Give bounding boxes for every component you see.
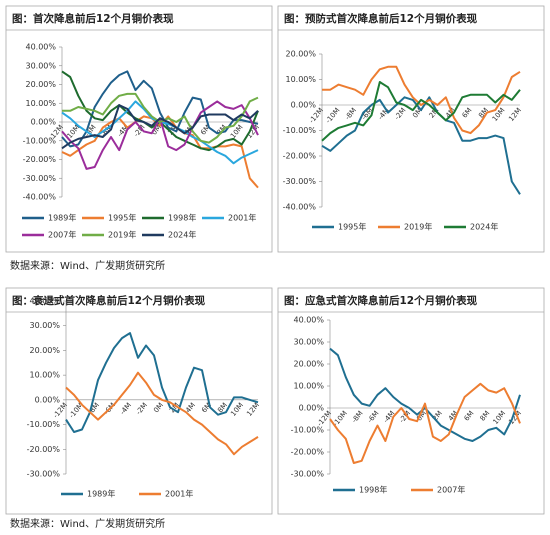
x-tick-label: -4M [377, 106, 392, 121]
chart-title: 图：衰退式首次降息前后12个月铜价表现 [12, 294, 206, 307]
y-tick-label: 30.00% [29, 321, 60, 330]
x-tick-label: -4M [119, 401, 134, 416]
y-tick-label: -20.00% [27, 445, 61, 454]
panel-border [277, 5, 545, 253]
series-line [61, 104, 259, 150]
y-tick-label: 40.00% [25, 43, 56, 52]
x-tick-label: 10M [491, 409, 507, 426]
series-line [329, 382, 521, 464]
y-tick-label: -40.00% [283, 203, 317, 212]
legend-label: 2007年 [48, 230, 76, 240]
x-tick-label: 12M [507, 106, 523, 123]
chart-title: 图：预防式首次降息前后12个月铜价表现 [284, 12, 478, 25]
x-tick-label: 6M [461, 106, 474, 119]
x-tick-label: -10M [324, 106, 341, 125]
series-line [321, 81, 521, 142]
y-tick-label: -10.00% [23, 136, 57, 145]
legend-label: 1995年 [338, 222, 366, 232]
x-tick-label: 0M [152, 401, 165, 414]
source-note: 数据来源：Wind、广发期货研究所 [10, 517, 165, 530]
y-tick-label: 20.00% [285, 50, 316, 59]
x-tick-label: -2M [393, 106, 408, 121]
legend-label: 1995年 [108, 213, 136, 223]
y-tick-label: 30.00% [293, 338, 324, 347]
y-tick-label: -30.00% [23, 174, 57, 183]
y-tick-label: 20.00% [29, 346, 60, 355]
y-tick-label: -30.00% [27, 470, 61, 479]
y-tick-label: 20.00% [25, 80, 56, 89]
x-tick-label: -6M [366, 409, 381, 424]
y-tick-label: -30.00% [291, 470, 325, 479]
series-line [61, 115, 259, 189]
x-tick-label: 6M [199, 123, 212, 136]
legend-label: 2024年 [470, 222, 498, 232]
legend-label: 1989年 [87, 489, 115, 499]
y-tick-label: 10.00% [285, 75, 316, 84]
y-tick-label: -20.00% [291, 448, 325, 457]
legend-label: 1998年 [168, 213, 196, 223]
x-tick-label: 10M [491, 106, 507, 123]
series-line [321, 96, 521, 195]
y-tick-label: 10.00% [25, 99, 56, 108]
panel-border [277, 287, 545, 515]
series-line [61, 70, 259, 148]
series-line [62, 92, 259, 144]
series-line [322, 65, 521, 135]
x-tick-label: 12M [245, 401, 261, 418]
y-tick-label: -30.00% [283, 177, 317, 186]
y-tick-label: -10.00% [291, 426, 325, 435]
legend-label: 1998年 [359, 485, 387, 495]
y-tick-label: -20.00% [283, 152, 317, 161]
y-tick-label: 20.00% [293, 360, 324, 369]
x-tick-label: -8M [350, 409, 365, 424]
source-note: 数据来源：Wind、广发期货研究所 [10, 259, 165, 272]
y-tick-label: -40.00% [23, 193, 57, 202]
panel-border [5, 287, 273, 515]
y-tick-label: 0.00% [299, 404, 325, 413]
y-tick-label: 0.00% [31, 118, 57, 127]
chart-title: 图：应急式首次降息前后12个月铜价表现 [284, 294, 478, 307]
legend-label: 2001年 [165, 489, 193, 499]
series-line [329, 347, 521, 442]
series-line [65, 332, 259, 433]
legend-label: 2019年 [108, 230, 136, 240]
y-tick-label: 40.00% [293, 316, 324, 325]
legend-label: 2001年 [228, 213, 256, 223]
y-tick-label: 10.00% [29, 371, 60, 380]
y-tick-label: 30.00% [25, 61, 56, 70]
y-tick-label: 0.00% [291, 101, 317, 110]
x-tick-label: 6M [463, 409, 476, 422]
x-tick-label: -2M [135, 401, 150, 416]
series-line [65, 371, 259, 456]
legend-label: 1989年 [48, 213, 76, 223]
x-tick-label: -8M [344, 106, 359, 121]
x-tick-label: -4M [116, 123, 131, 138]
legend-label: 2019年 [404, 222, 432, 232]
y-tick-label: -10.00% [27, 420, 61, 429]
y-tick-label: 0.00% [35, 395, 61, 404]
chart-title: 图：首次降息前后12个月铜价表现 [12, 12, 174, 25]
legend-label: 2007年 [437, 485, 465, 495]
legend-label: 2024年 [168, 230, 196, 240]
y-tick-label: -20.00% [23, 155, 57, 164]
y-tick-label: -10.00% [283, 126, 317, 135]
x-tick-label: 8M [479, 409, 492, 422]
panel-border [5, 5, 273, 253]
y-tick-label: 40.00% [29, 297, 60, 306]
y-tick-label: 10.00% [293, 382, 324, 391]
